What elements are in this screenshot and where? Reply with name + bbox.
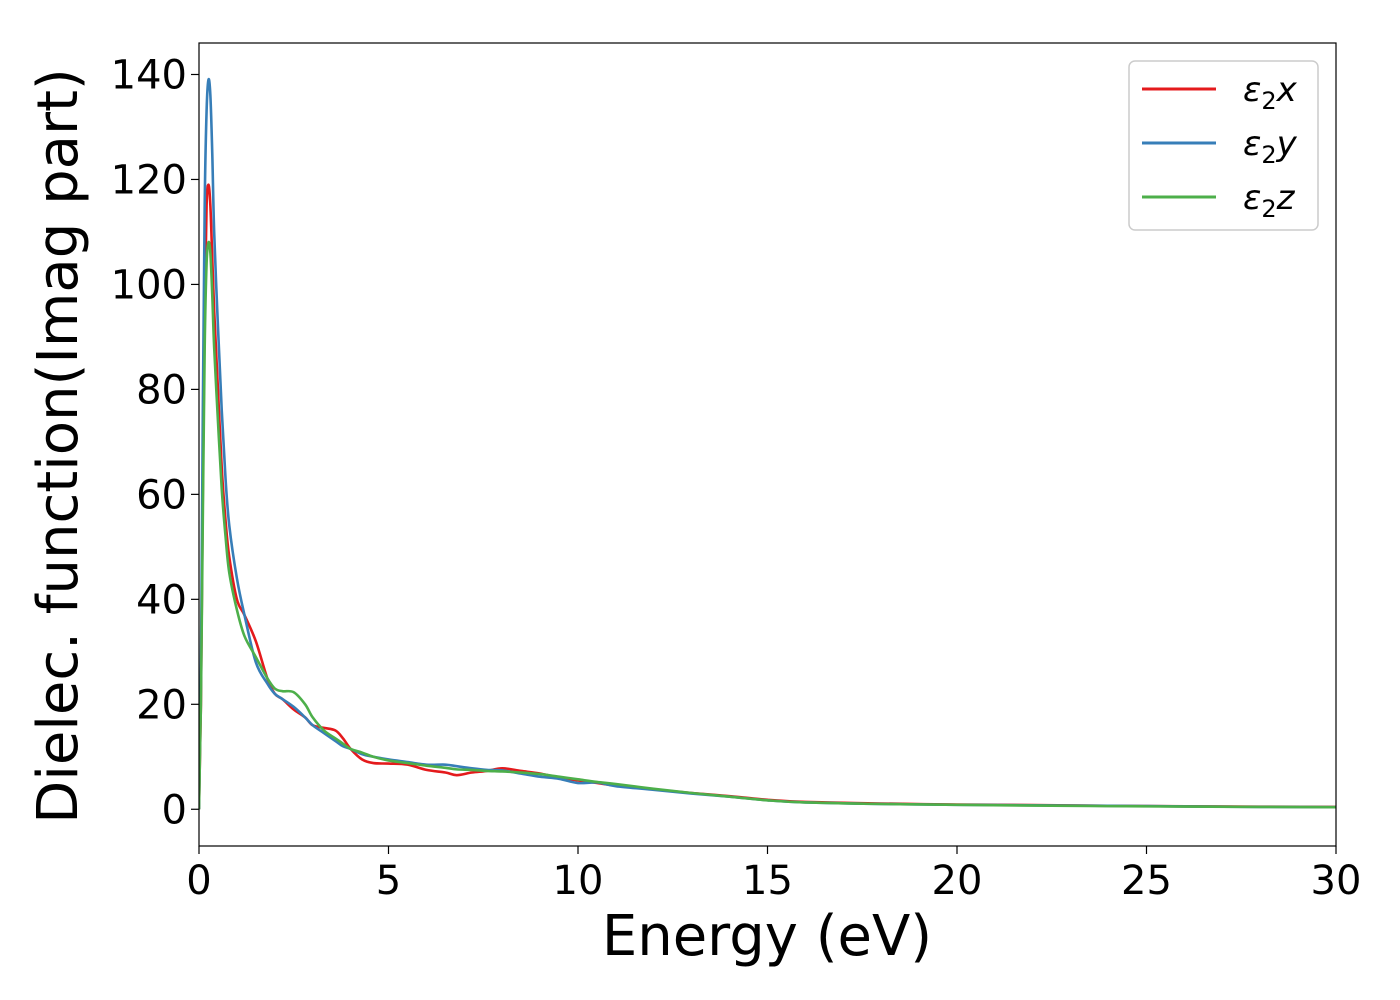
legend-label-x: ε2x bbox=[1243, 70, 1298, 115]
legend-variable: z bbox=[1276, 178, 1296, 218]
y-axis-label: Dielec. function(Imag part) bbox=[26, 68, 91, 824]
legend-symbol: ε bbox=[1243, 70, 1261, 110]
series-line-z bbox=[199, 240, 1336, 810]
legend-subscript: 2 bbox=[1261, 195, 1276, 223]
legend-variable: y bbox=[1276, 124, 1298, 164]
y-tick-label: 60 bbox=[136, 472, 187, 518]
x-tick-label: 10 bbox=[553, 858, 604, 904]
y-tick-label: 20 bbox=[136, 682, 187, 728]
legend-symbol: ε bbox=[1243, 178, 1261, 218]
legend-subscript: 2 bbox=[1261, 87, 1276, 115]
x-tick-label: 25 bbox=[1121, 858, 1172, 904]
x-axis-label: Energy (eV) bbox=[602, 904, 932, 969]
y-axis: 0 20 40 60 80 100 120 140 bbox=[111, 52, 199, 833]
x-tick-label: 0 bbox=[186, 858, 211, 904]
x-tick-label: 20 bbox=[932, 858, 983, 904]
legend-variable: x bbox=[1276, 70, 1298, 110]
y-tick-label: 120 bbox=[111, 157, 187, 203]
legend-label-z: ε2z bbox=[1243, 178, 1296, 223]
y-tick-label: 80 bbox=[136, 367, 187, 413]
y-tick-label: 0 bbox=[162, 787, 187, 833]
legend-symbol: ε bbox=[1243, 124, 1261, 164]
y-tick-label: 100 bbox=[111, 262, 187, 308]
legend-label-y: ε2y bbox=[1243, 124, 1298, 169]
x-axis: 0 5 10 15 20 25 30 bbox=[186, 846, 1361, 904]
legend-box bbox=[1128, 60, 1319, 231]
x-tick-label: 5 bbox=[376, 858, 401, 904]
y-tick-label: 40 bbox=[136, 577, 187, 623]
x-tick-label: 15 bbox=[742, 858, 793, 904]
y-tick-label: 140 bbox=[111, 52, 187, 98]
series-layer bbox=[199, 77, 1336, 810]
x-tick-label: 30 bbox=[1311, 858, 1362, 904]
legend-subscript: 2 bbox=[1261, 141, 1276, 169]
